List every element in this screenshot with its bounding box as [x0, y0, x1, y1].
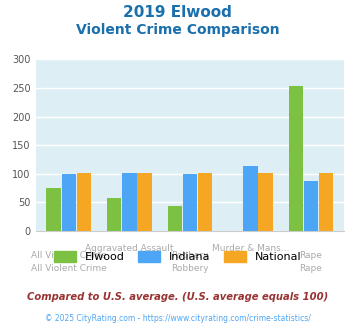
Bar — [107, 198, 121, 231]
Bar — [289, 86, 303, 231]
Bar — [258, 173, 273, 231]
Text: © 2025 CityRating.com - https://www.cityrating.com/crime-statistics/: © 2025 CityRating.com - https://www.city… — [45, 314, 310, 323]
Bar — [122, 173, 137, 231]
Text: 2019 Elwood: 2019 Elwood — [123, 5, 232, 20]
Bar — [243, 166, 258, 231]
Bar — [319, 173, 333, 231]
Bar — [61, 174, 76, 231]
Bar — [168, 206, 182, 231]
Text: All Violent Crime: All Violent Crime — [31, 251, 107, 260]
Bar — [183, 174, 197, 231]
Bar — [77, 173, 91, 231]
Text: Violent Crime Comparison: Violent Crime Comparison — [76, 23, 279, 37]
Text: Robbery: Robbery — [171, 251, 209, 260]
Text: All Violent Crime: All Violent Crime — [31, 264, 107, 273]
Text: Murder & Mans...: Murder & Mans... — [212, 244, 289, 253]
Bar — [304, 181, 318, 231]
Text: Aggravated Assault: Aggravated Assault — [85, 244, 174, 253]
Bar — [137, 173, 152, 231]
Text: Rape: Rape — [300, 251, 322, 260]
Bar — [198, 173, 212, 231]
Legend: Elwood, Indiana, National: Elwood, Indiana, National — [49, 247, 306, 267]
Text: Robbery: Robbery — [171, 264, 209, 273]
Text: Compared to U.S. average. (U.S. average equals 100): Compared to U.S. average. (U.S. average … — [27, 292, 328, 302]
Text: Rape: Rape — [300, 264, 322, 273]
Bar — [47, 188, 61, 231]
